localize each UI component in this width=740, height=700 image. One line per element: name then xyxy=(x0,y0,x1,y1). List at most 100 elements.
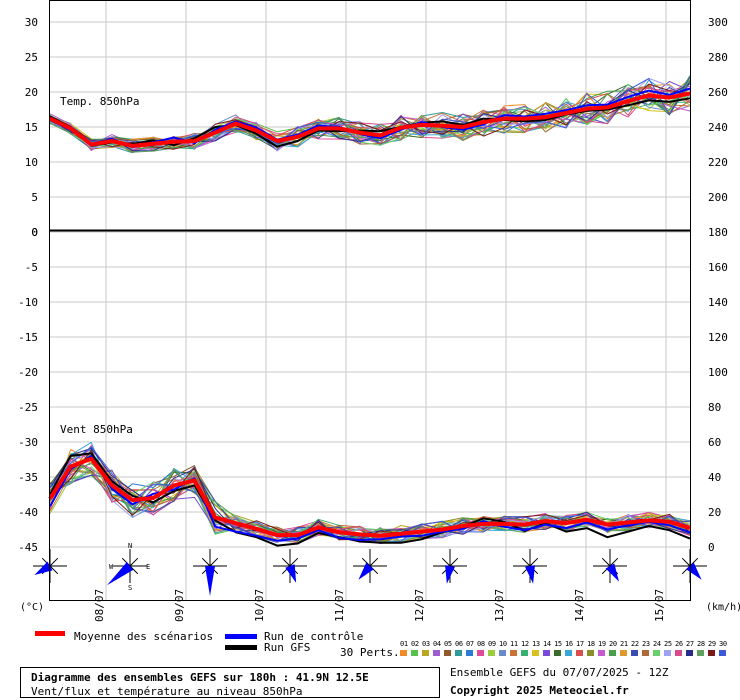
x-tick-label: 12/07 xyxy=(413,589,426,622)
pert-number: 02 xyxy=(411,640,419,648)
wind-left-tick: 0 xyxy=(31,226,38,239)
pert-number: 07 xyxy=(466,640,474,648)
pert-color-swatch xyxy=(477,650,484,656)
wind-left-tick: -35 xyxy=(18,471,38,484)
wind-mean-line xyxy=(48,456,691,538)
temp-right-tick: 240 xyxy=(708,121,728,134)
rose-petal xyxy=(525,565,535,584)
pert-color-swatch xyxy=(488,650,495,656)
rose-spoke xyxy=(521,557,531,567)
wind-rose xyxy=(193,549,227,596)
pert-number: 17 xyxy=(576,640,584,648)
legend-gfs: Run GFS xyxy=(264,641,311,654)
rose-petal xyxy=(358,562,374,580)
pert-color-swatch xyxy=(719,650,726,656)
wind-left-tick: -15 xyxy=(18,331,38,344)
temp-panel-label: Temp. 850hPa xyxy=(60,95,139,108)
rose-spoke xyxy=(201,557,211,567)
left-unit-label: (°C) xyxy=(20,602,44,613)
pert-color-swatch xyxy=(433,650,440,656)
wind-rose: N S E W xyxy=(107,542,150,592)
pert-number: 08 xyxy=(477,640,485,648)
temp-left-tick: 30 xyxy=(25,16,38,29)
wind-rose xyxy=(433,549,467,584)
diagram-subtitle: Vent/flux et température au niveau 850hP… xyxy=(31,685,303,698)
rose-petal xyxy=(107,562,134,586)
wind-left-tick: -25 xyxy=(18,401,38,414)
rose-petal xyxy=(205,566,215,596)
wind-right-tick: 180 xyxy=(708,226,728,239)
temp-left-tick: 20 xyxy=(25,86,38,99)
wind-rose xyxy=(593,549,627,583)
pert-number: 01 xyxy=(400,640,408,648)
pert-color-swatch xyxy=(444,650,451,656)
pert-number: 30 xyxy=(719,640,727,648)
temp-left-tick: 25 xyxy=(25,51,38,64)
rose-spoke xyxy=(609,557,619,567)
wind-right-tick: 140 xyxy=(708,296,728,309)
wind-left-tick: -30 xyxy=(18,436,38,449)
diagram-title: Diagramme des ensembles GEFS sur 180h : … xyxy=(31,671,369,684)
mean-swatch xyxy=(35,631,65,636)
rose-spoke xyxy=(49,557,59,567)
wind-gfs-line xyxy=(49,452,691,547)
x-tick-label: 14/07 xyxy=(573,589,586,622)
compass-letter: W xyxy=(109,563,114,571)
temp-right-tick: 260 xyxy=(708,86,728,99)
rose-petal xyxy=(445,565,455,584)
rose-spoke xyxy=(441,557,451,567)
temp-member-line xyxy=(49,83,691,152)
x-tick-label: 08/07 xyxy=(93,589,106,622)
rose-spoke xyxy=(369,557,379,567)
pert-color-swatch xyxy=(400,650,407,656)
pert-number: 27 xyxy=(686,640,694,648)
rose-petal xyxy=(285,564,297,583)
temp-left-tick: 10 xyxy=(25,156,38,169)
pert-color-swatch xyxy=(554,650,561,656)
wind-right-tick: 120 xyxy=(708,331,728,344)
rose-spoke xyxy=(209,557,219,567)
pert-color-swatch xyxy=(532,650,539,656)
pert-number: 13 xyxy=(532,640,540,648)
x-tick-label: 09/07 xyxy=(173,589,186,622)
wind-panel-label: Vent 850hPa xyxy=(60,423,133,436)
wind-right-tick: 40 xyxy=(708,471,721,484)
temp-right-tick: 200 xyxy=(708,191,728,204)
pert-number: 18 xyxy=(587,640,595,648)
legend-perts-label: 30 Perts. xyxy=(340,646,400,659)
pert-color-swatch xyxy=(543,650,550,656)
pert-color-swatch xyxy=(576,650,583,656)
wind-right-tick: 160 xyxy=(708,261,728,274)
temp-right-tick: 300 xyxy=(708,16,728,29)
rose-petal xyxy=(605,563,619,582)
pert-color-swatch xyxy=(411,650,418,656)
pert-color-swatch xyxy=(642,650,649,656)
rose-spoke xyxy=(601,557,611,567)
rose-petal xyxy=(34,561,53,575)
wind-rose xyxy=(513,549,547,584)
info-box: Diagramme des ensembles GEFS sur 180h : … xyxy=(20,667,440,698)
x-tick-label: 11/07 xyxy=(333,589,346,622)
pert-color-swatch xyxy=(510,650,517,656)
pert-number: 03 xyxy=(422,640,430,648)
pert-number: 04 xyxy=(433,640,441,648)
pert-number: 06 xyxy=(455,640,463,648)
pert-color-swatch xyxy=(466,650,473,656)
pert-color-swatch xyxy=(422,650,429,656)
wind-right-tick: 60 xyxy=(708,436,721,449)
wind-right-tick: 20 xyxy=(708,506,721,519)
pert-number: 15 xyxy=(554,640,562,648)
rose-spoke xyxy=(49,565,59,575)
pert-number: 26 xyxy=(675,640,683,648)
rose-spoke xyxy=(449,557,459,567)
temp-right-tick: 280 xyxy=(708,51,728,64)
temp-left-tick: 0 xyxy=(31,226,38,239)
pert-number: 28 xyxy=(697,640,705,648)
wind-right-tick: 80 xyxy=(708,401,721,414)
pert-color-swatch xyxy=(609,650,616,656)
copyright: Copyright 2025 Meteociel.fr xyxy=(450,684,629,697)
wind-right-tick: 100 xyxy=(708,366,728,379)
compass-letter: E xyxy=(146,563,150,571)
legend-control: Run de contrôle xyxy=(264,630,364,643)
temp-mean-line xyxy=(49,91,691,148)
